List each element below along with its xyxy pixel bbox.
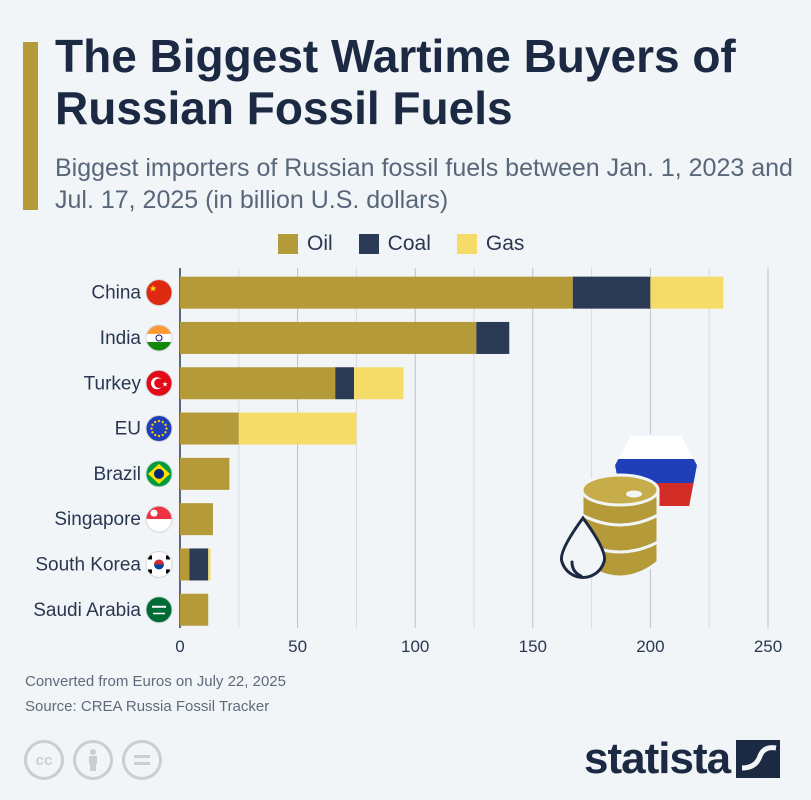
bar-china-coal <box>572 276 651 309</box>
svg-text:★: ★ <box>162 380 168 388</box>
bar-china-gas <box>650 276 724 309</box>
chart-subtitle: Biggest importers of Russian fossil fuel… <box>55 154 793 214</box>
chart-title: The Biggest Wartime Buyers of Russian Fo… <box>55 30 736 134</box>
legend-swatch-oil <box>278 234 298 254</box>
x-tick-labels: 0 50 100 150 200 250 <box>175 637 782 656</box>
flag-saudi-arabia-icon <box>145 596 173 624</box>
legend-item-coal: Coal <box>358 232 431 256</box>
category-label: Brazil <box>93 464 141 485</box>
license-icons: cc <box>24 740 171 780</box>
statista-logo[interactable]: statista <box>584 734 781 784</box>
statista-logo-icon <box>736 740 781 778</box>
bar-turkey-oil <box>180 367 336 400</box>
x-tick-label: 200 <box>636 637 664 656</box>
accent-bar <box>23 42 38 210</box>
x-tick-label: 0 <box>175 637 184 656</box>
flag-brazil-icon <box>145 460 173 488</box>
flag-eu-icon <box>145 415 173 443</box>
bar-turkey-gas <box>354 367 404 400</box>
legend: Oil Coal Gas <box>278 232 550 256</box>
bar-india-coal <box>476 321 510 354</box>
footer-note: Converted from Euros on July 22, 2025 <box>25 673 286 690</box>
x-tick-label: 150 <box>519 637 547 656</box>
bar-brazil-oil <box>180 457 230 490</box>
bar-south-korea-oil <box>180 548 190 581</box>
category-label: India <box>100 328 142 349</box>
footer-source: Source: CREA Russia Fossil Tracker <box>25 698 270 715</box>
person-icon[interactable] <box>73 740 113 780</box>
bar-eu-oil <box>180 412 239 445</box>
equal-icon[interactable] <box>122 740 162 780</box>
legend-label-oil: Oil <box>307 232 333 255</box>
category-label: Saudi Arabia <box>33 600 141 621</box>
flag-south-korea-icon <box>145 550 173 578</box>
legend-label-coal: Coal <box>387 232 431 255</box>
bar-singapore-oil <box>180 503 213 536</box>
bar-eu-gas <box>238 412 357 445</box>
x-tick-label: 100 <box>401 637 429 656</box>
bar-china-oil <box>180 276 573 309</box>
bar-india-oil <box>180 321 477 354</box>
bar-saudi-arabia-oil <box>180 593 209 626</box>
bar-south-korea-gas <box>208 548 211 581</box>
legend-label-gas: Gas <box>485 232 525 255</box>
category-labels: China India Turkey EU Brazil Singapore South K… <box>33 283 141 621</box>
flag-turkey-icon: ★ <box>145 369 173 397</box>
category-label: EU <box>115 419 141 440</box>
cc-icon[interactable]: cc <box>24 740 64 780</box>
flag-china-icon: ★ <box>145 279 173 307</box>
legend-swatch-coal <box>358 234 379 254</box>
category-label: South Korea <box>35 554 141 575</box>
category-label: Turkey <box>84 373 142 394</box>
bar-turkey-coal <box>335 367 355 400</box>
x-tick-label: 50 <box>288 637 307 656</box>
svg-text:★: ★ <box>149 284 157 294</box>
legend-item-gas: Gas <box>456 232 525 256</box>
category-label: China <box>91 283 141 304</box>
bar-chart: China India Turkey EU Brazil Singapore South K… <box>33 268 782 656</box>
bar-south-korea-coal <box>189 548 209 581</box>
x-tick-label: 250 <box>754 637 782 656</box>
flag-icons: ★★ <box>145 279 173 624</box>
category-label: Singapore <box>54 509 141 530</box>
flag-india-icon <box>145 324 173 352</box>
brand-name: statista <box>584 734 731 783</box>
flag-singapore-icon <box>145 505 173 533</box>
oil-drop-icon <box>559 515 607 579</box>
legend-item-oil: Oil <box>278 232 333 256</box>
legend-swatch-gas <box>456 234 477 254</box>
bars <box>180 276 724 626</box>
